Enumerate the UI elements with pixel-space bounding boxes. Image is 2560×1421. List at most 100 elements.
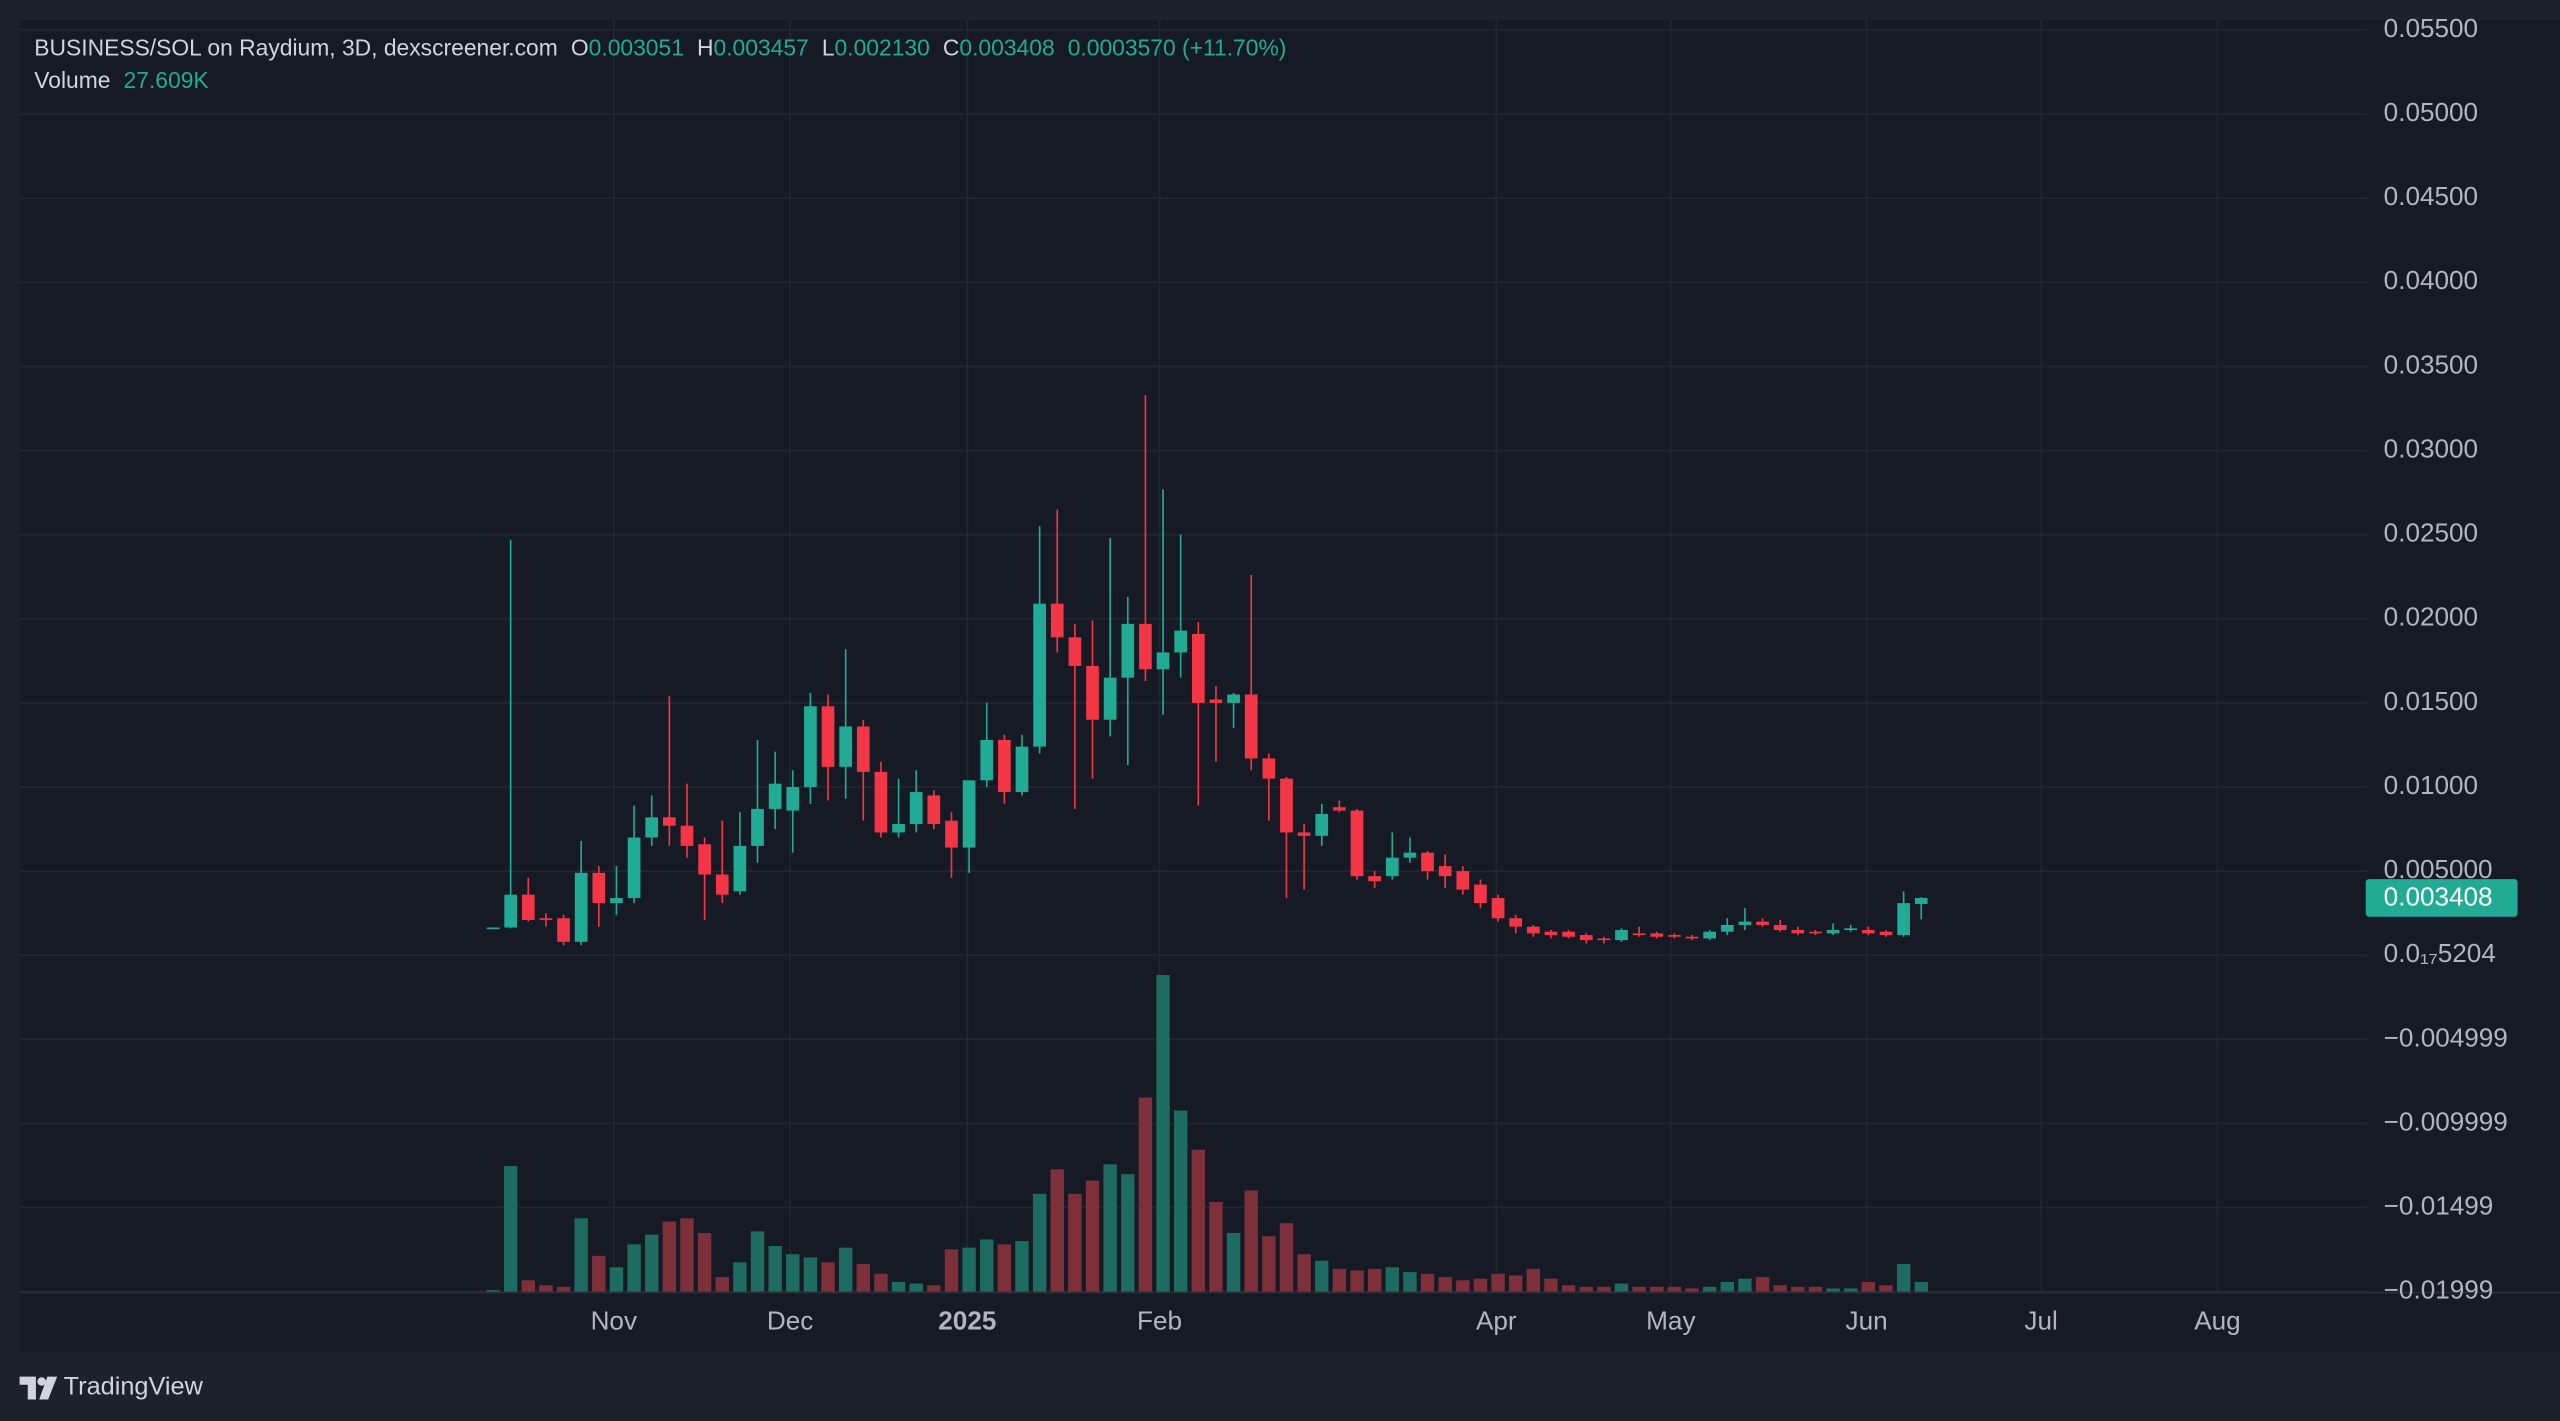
y-tick-label: 0.005000 [2384,854,2493,884]
y-tick-label: 0.03000 [2384,433,2478,463]
legend-value: 0.003051 [589,34,684,60]
volume-bar [1332,1268,1347,1292]
candle-body [1156,652,1170,670]
y-tick-label: 0.04500 [2384,181,2478,211]
candle-body [1914,897,1928,904]
candle-body [892,824,905,833]
x-tick-label: Dec [767,1306,813,1336]
legend-key: H [697,34,714,60]
volume-bar [1844,1288,1858,1292]
candle-body [804,706,817,788]
y-tick-label: −0.004999 [2384,1022,2508,1052]
candle-body [839,726,853,767]
x-tick-label: May [1646,1306,1695,1336]
volume-bar [1350,1270,1364,1292]
candle-body [627,837,641,899]
candle-body [1121,623,1135,678]
volume-bar [486,1290,500,1292]
legend-key: L [822,34,835,60]
candle-body [1456,871,1470,890]
y-tick-label: 0.02000 [2384,602,2478,632]
candle-body [574,872,588,942]
volume-bar [733,1262,747,1292]
y-tick-label: 0.02500 [2384,518,2478,548]
volume-bar [1226,1232,1241,1292]
candle-body [1438,866,1452,877]
candle-body [1897,903,1910,936]
volume-bar [627,1244,641,1292]
x-tick-label: Feb [1137,1306,1182,1336]
volume-bar [680,1218,694,1292]
volume-bar [997,1244,1012,1292]
volume-bar [1755,1277,1770,1292]
x-tick-label: Aug [2194,1306,2240,1336]
volume-bar [1173,1110,1188,1292]
volume-bar [662,1221,677,1292]
volume-value: 27.609K [124,67,209,93]
x-tick-label: Nov [591,1306,637,1336]
volume-bar [1896,1263,1911,1292]
volume-bar [1262,1236,1276,1292]
axes: 0.05500 0.05000 0.04500 0.04000 0.03500 0.030… [591,13,2518,1336]
volume-bar [1420,1273,1435,1292]
candle-body [715,874,729,895]
candle-body [1368,876,1381,882]
candle-body [980,739,994,781]
volume-bar [1720,1281,1734,1292]
candle-body [1421,852,1434,872]
volume-bar [944,1249,959,1292]
volume-bar [1773,1285,1787,1292]
branding-logo [19,1376,58,1400]
volume-bar [980,1239,994,1292]
y-tick-label: 0.05000 [2384,97,2478,127]
y-tick-label: −0.009999 [2384,1106,2508,1136]
volume-bar [1297,1254,1311,1292]
volume-bar [1456,1280,1470,1292]
volume-bar [521,1280,535,1292]
candle-body [1333,807,1346,811]
volume-bar [1667,1286,1682,1292]
volume-bar [715,1277,729,1292]
volume-bar [1403,1272,1417,1292]
candle-body [1526,926,1540,934]
volume-bar [503,1166,518,1292]
candle-body [1068,637,1082,666]
candle-body [1879,931,1893,936]
candle-body [1685,936,1699,939]
last-price-box [2365,879,2518,917]
volume-bar [1121,1174,1135,1292]
candle-body [1826,930,1840,934]
volume-bar [838,1247,853,1292]
volume-bar [1473,1278,1488,1292]
volume-bar [592,1255,606,1292]
volume-bar [962,1247,976,1292]
candle-body [1703,931,1717,939]
candle-body [1562,931,1575,937]
x-tick-label: Jul [2024,1306,2057,1336]
volume-bar [1438,1277,1452,1292]
candle-body [1862,930,1875,934]
candle-body [1350,810,1364,877]
volume-bar [1279,1223,1294,1292]
candle-body [1791,930,1805,934]
candle-body [698,844,711,875]
volume-bar [556,1286,571,1292]
candle-body [1579,935,1593,941]
volume-bar [1491,1273,1505,1292]
legend-value: 0.002130 [835,34,930,60]
volume-bar [1879,1285,1893,1292]
volume-bar [574,1218,588,1292]
volume-bar [1861,1281,1876,1292]
volume-bar [1702,1286,1717,1292]
candle-body [1174,630,1188,653]
candle-body [486,927,500,930]
candle-body [927,795,941,825]
volume-bar [1015,1241,1029,1292]
candle-body [1615,930,1628,941]
volume-bar [1085,1180,1100,1292]
volume-bar [1614,1283,1629,1292]
volume-bar [891,1281,906,1292]
candle-body [1474,884,1487,904]
candle-body [962,780,976,848]
y-tick-label: 0.04000 [2384,265,2478,295]
